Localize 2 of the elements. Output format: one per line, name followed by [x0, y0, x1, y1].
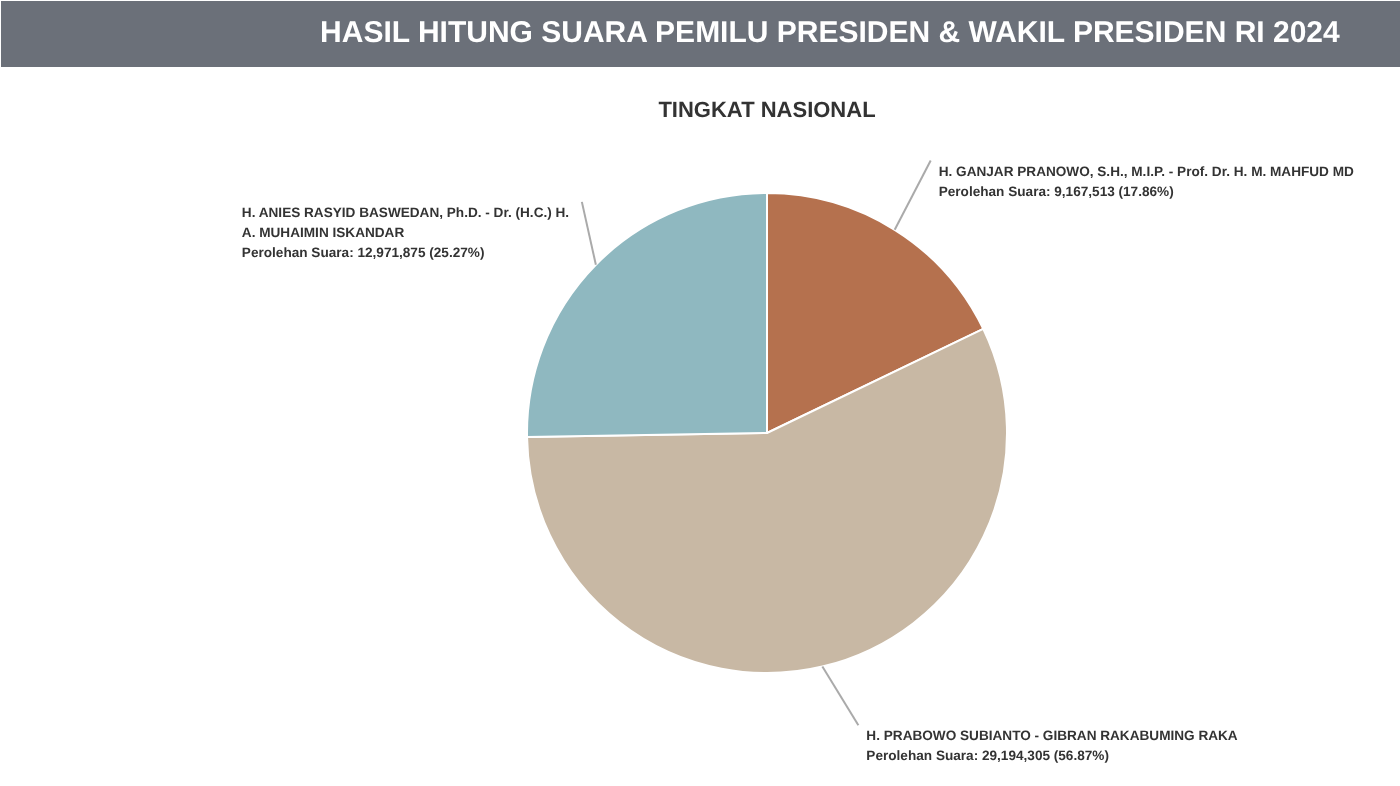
chart-title: HASIL HITUNG SUARA PEMILU PRESIDEN & WAKIL PRESIDEN RI 2024 [320, 16, 1342, 50]
chart-subtitle: TINGKAT NASIONAL [658, 99, 877, 123]
